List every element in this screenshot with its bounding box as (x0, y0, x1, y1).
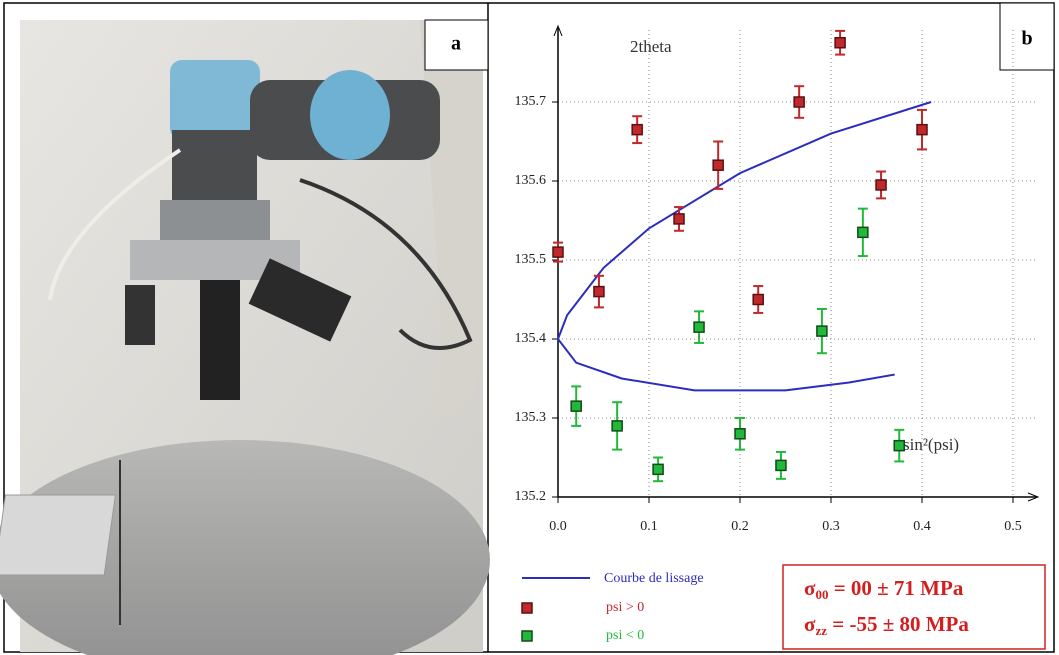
legend-label: psi < 0 (606, 628, 644, 643)
point (570, 400, 582, 412)
point (673, 213, 685, 225)
annotation: σ00 = 00 ± 71 MPa (804, 576, 964, 602)
point (875, 179, 887, 191)
y-tick-label: 135.7 (515, 94, 547, 109)
x-tick-label: 0.1 (640, 519, 658, 534)
point (916, 123, 928, 136)
annotation-symbol: σ (804, 612, 816, 636)
photo-cable (299, 178, 473, 350)
point (693, 321, 705, 333)
fit-curve (556, 101, 932, 392)
x-tick-label: 0.4 (913, 519, 931, 534)
legend-label: Courbe de lissage (604, 571, 704, 586)
point (631, 123, 643, 136)
x-tick-label: 0.2 (731, 519, 749, 534)
annotation-text: = 00 ± 71 MPa (828, 576, 963, 600)
y-tick-label: 135.5 (515, 252, 547, 267)
x-tick-label: 0.5 (1004, 519, 1022, 534)
photo-robot-joint (170, 60, 260, 140)
point (552, 246, 564, 258)
point (857, 226, 869, 239)
point (816, 325, 828, 337)
legend-marker (521, 602, 533, 614)
annotation-text: = -55 ± 80 MPa (827, 612, 969, 636)
point (593, 285, 605, 298)
point (834, 37, 846, 49)
legend-marker (521, 630, 533, 642)
photo-turntable (0, 440, 490, 655)
photo-source (125, 285, 155, 345)
legend-label: psi > 0 (606, 600, 644, 615)
photo (0, 20, 490, 655)
photo-camera (200, 280, 240, 400)
point (652, 463, 664, 476)
panel-label-box (999, 2, 1055, 71)
panel-label: a (451, 33, 461, 55)
photo-detector (248, 258, 352, 342)
y-tick-label: 135.3 (515, 410, 547, 425)
point (793, 96, 805, 108)
panel-label: b (1021, 28, 1032, 50)
point (712, 159, 724, 171)
panel-label-box (424, 19, 489, 71)
photo-samples (0, 494, 117, 576)
y-axis-arrow (553, 24, 563, 37)
photo-flange (160, 200, 270, 240)
y-tick-label: 135.4 (515, 331, 547, 346)
x-tick-label: 0.0 (549, 519, 567, 534)
annotation-subscript: 00 (815, 587, 828, 602)
annotation: σzz = -55 ± 80 MPa (804, 612, 969, 638)
point (775, 459, 787, 472)
x-axis-label: sin²(psi) (903, 435, 959, 454)
point (611, 420, 623, 432)
x-tick-label: 0.3 (822, 519, 840, 534)
y-tick-label: 135.6 (515, 173, 547, 188)
result-box (782, 564, 1046, 650)
point (893, 439, 905, 452)
x-axis-arrow (1027, 492, 1040, 502)
point (734, 428, 746, 440)
photo-robot-cap (310, 70, 390, 160)
annotation-symbol: σ (804, 576, 816, 600)
photo-white-cable (48, 148, 182, 301)
photo-robot-wrist (172, 130, 257, 210)
point (752, 293, 764, 306)
y-axis-label: 2theta (630, 37, 672, 56)
y-tick-label: 135.2 (515, 489, 547, 504)
annotation-subscript: zz (815, 623, 827, 638)
